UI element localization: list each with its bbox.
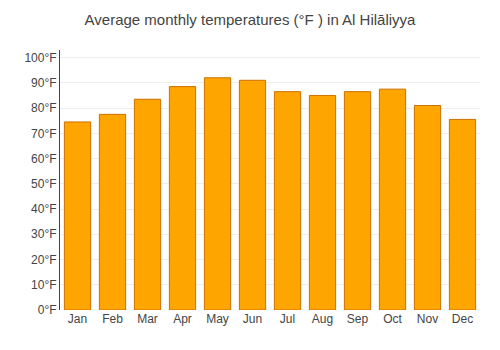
svg-text:40°F: 40°F [31,202,56,216]
svg-text:60°F: 60°F [31,152,56,166]
svg-text:100°F: 100°F [24,51,56,65]
svg-text:10°F: 10°F [31,278,56,292]
svg-text:20°F: 20°F [31,253,56,267]
svg-text:Jan: Jan [68,312,87,326]
svg-text:90°F: 90°F [31,76,56,90]
svg-text:Apr: Apr [173,312,192,326]
svg-text:80°F: 80°F [31,101,56,115]
svg-text:70°F: 70°F [31,127,56,141]
svg-text:0°F: 0°F [38,303,57,317]
svg-text:Sep: Sep [347,312,369,326]
svg-text:Nov: Nov [417,312,438,326]
svg-text:30°F: 30°F [31,227,56,241]
svg-text:Feb: Feb [102,312,123,326]
svg-text:Average monthly temperatures (: Average monthly temperatures (°F ) in Al… [85,11,417,28]
svg-text:50°F: 50°F [31,177,56,191]
svg-text:Oct: Oct [383,312,402,326]
svg-text:Dec: Dec [452,312,473,326]
svg-text:Aug: Aug [312,312,333,326]
svg-text:Mar: Mar [137,312,158,326]
svg-text:Jun: Jun [243,312,262,326]
svg-text:Jul: Jul [280,312,295,326]
svg-text:May: May [206,312,229,326]
